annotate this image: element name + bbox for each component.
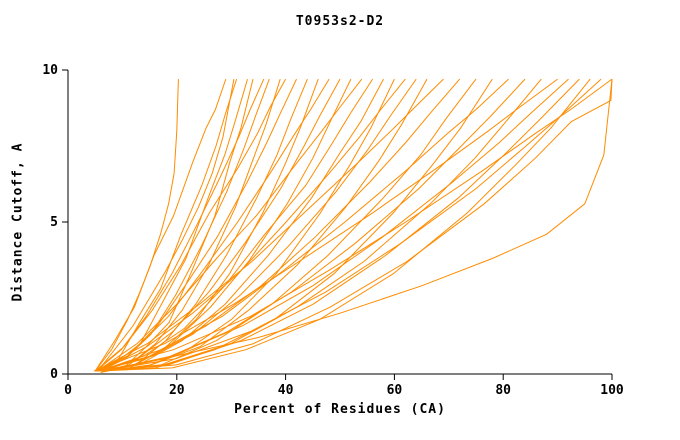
model-curve [95, 78, 558, 372]
model-curve [100, 78, 602, 372]
model-curve [94, 78, 227, 372]
model-curve [100, 79, 613, 373]
model-curve [95, 78, 384, 372]
model-curve [104, 78, 308, 372]
model-curve [96, 78, 319, 372]
model-curve [95, 78, 580, 372]
y-tick-label: 10 [42, 63, 58, 78]
y-tick-label: 0 [50, 367, 58, 382]
chart-title: T0953s2-D2 [295, 14, 385, 29]
model-curve [97, 78, 238, 372]
x-tick-label: 60 [387, 383, 403, 398]
y-tick-label: 5 [50, 215, 58, 230]
model-curve [99, 78, 270, 372]
model-curve [95, 78, 265, 372]
model-curve [98, 78, 395, 372]
model-curve [100, 78, 406, 372]
model-curve [97, 78, 542, 372]
model-curve [97, 78, 363, 372]
model-curve [105, 78, 477, 372]
x-tick-label: 20 [169, 383, 185, 398]
x-tick-label: 40 [278, 383, 294, 398]
model-curve [97, 78, 297, 372]
model-curve [96, 78, 613, 372]
model-curve [96, 78, 417, 372]
model-curve [96, 78, 493, 372]
model-curve [94, 79, 179, 372]
model-curve [94, 78, 444, 372]
x-tick-label: 0 [64, 383, 72, 398]
model-curve [98, 78, 591, 372]
model-curve [94, 78, 287, 372]
x-axis-label: Percent of Residues (CA) [234, 402, 446, 417]
model-curve [98, 78, 461, 372]
model-curve [99, 78, 330, 372]
model-curve [99, 79, 613, 372]
model-curve [102, 78, 428, 372]
model-curve [99, 78, 509, 372]
x-tick-label: 100 [600, 383, 624, 398]
model-curve [97, 79, 235, 372]
model-curve [100, 78, 526, 372]
x-tick-label: 80 [495, 383, 511, 398]
